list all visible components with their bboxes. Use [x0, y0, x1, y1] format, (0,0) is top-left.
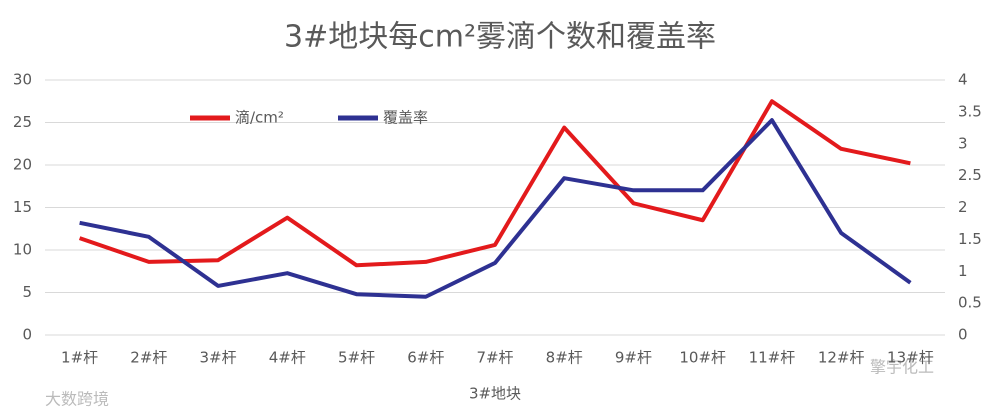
x-tick-label: 9#杆	[615, 349, 652, 367]
x-axis-label: 3#地块	[469, 385, 521, 403]
x-tick-label: 1#杆	[61, 349, 98, 367]
y2-tick-label: 3	[958, 134, 968, 152]
x-tick-label: 5#杆	[338, 349, 375, 367]
y2-tick-label: 0	[958, 326, 968, 344]
x-tick-label: 3#杆	[200, 349, 237, 367]
y2-tick-label: 0.5	[958, 294, 982, 312]
y-tick-label: 10	[13, 241, 32, 259]
x-tick-label: 10#杆	[679, 349, 726, 367]
x-tick-label: 7#杆	[476, 349, 513, 367]
y-tick-label: 5	[22, 283, 32, 301]
y-tick-label: 25	[13, 113, 32, 131]
series-line	[78, 99, 911, 268]
x-tick-label: 13#杆	[887, 349, 934, 367]
x-tick-label: 4#杆	[269, 349, 306, 367]
x-tick-label: 2#杆	[130, 349, 167, 367]
y-tick-label: 20	[13, 156, 32, 174]
x-tick-label: 11#杆	[749, 349, 796, 367]
chart-title: 3#地块每cm²雾滴个数和覆盖率	[284, 20, 716, 55]
series-line	[79, 118, 912, 299]
watermark: 擎宇化工	[870, 358, 934, 377]
x-tick-label: 6#杆	[407, 349, 444, 367]
x-tick-label: 8#杆	[546, 349, 583, 367]
y2-tick-label: 4	[958, 71, 968, 89]
y2-tick-label: 1.5	[958, 230, 982, 248]
legend-label: 滴/cm²	[235, 109, 284, 127]
y2-tick-label: 1	[958, 262, 968, 280]
y-tick-label: 30	[13, 71, 32, 89]
y-tick-label: 0	[22, 326, 32, 344]
watermark: 大数跨境	[45, 390, 109, 409]
legend-label: 覆盖率	[383, 109, 428, 127]
y2-tick-label: 3.5	[958, 102, 982, 120]
y2-tick-label: 2.5	[958, 166, 982, 184]
y-tick-label: 15	[13, 198, 32, 216]
y2-tick-label: 2	[958, 198, 968, 216]
x-tick-label: 12#杆	[818, 349, 865, 367]
